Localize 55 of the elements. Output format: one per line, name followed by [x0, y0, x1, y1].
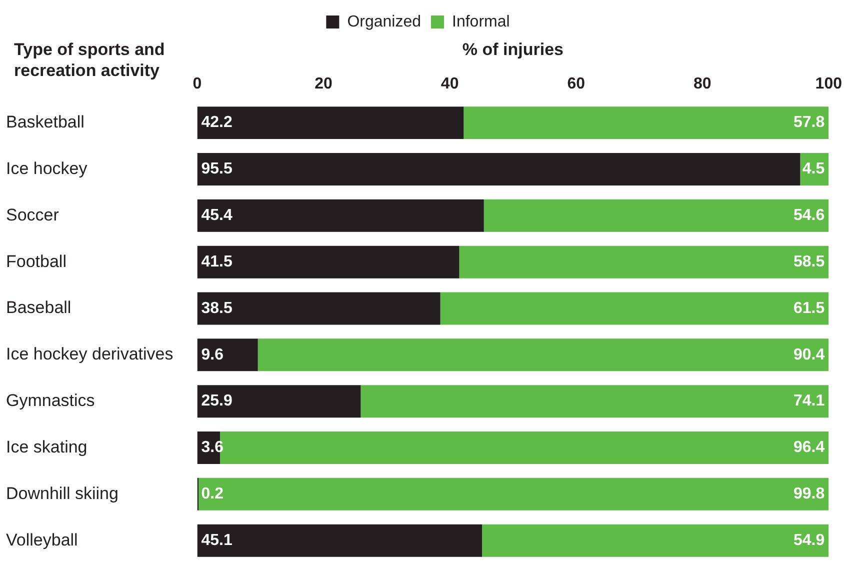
bar: [197, 199, 484, 232]
y-tick-label: Ice hockey: [6, 158, 88, 178]
data-label: 54.6: [794, 207, 825, 224]
data-label: 45.1: [201, 532, 232, 549]
data-label: 41.5: [201, 253, 232, 270]
y-tick-label: Volleyball: [6, 530, 78, 550]
bar: [484, 199, 829, 232]
bar: [198, 478, 829, 510]
x-tick-label: 20: [314, 75, 333, 92]
legend-label: Organized: [347, 13, 422, 30]
bar: [197, 106, 464, 140]
bar: [258, 338, 829, 372]
data-label: 42.2: [201, 114, 232, 132]
bar: [197, 524, 482, 557]
data-label: 0.2: [201, 486, 224, 503]
data-label: 9.6: [201, 346, 224, 364]
data-label: 58.5: [794, 253, 825, 270]
x-tick-label: 40: [440, 75, 459, 92]
y-tick-label: Baseball: [6, 298, 72, 318]
y-tick-label: Football: [6, 252, 66, 271]
bar: [440, 292, 829, 325]
bar: [482, 524, 829, 557]
bar: [197, 338, 258, 372]
data-label: 90.4: [794, 346, 825, 364]
data-label: 61.5: [794, 300, 825, 317]
data-label: 74.1: [794, 392, 825, 410]
y-tick-label: Gymnastics: [6, 391, 95, 410]
x-tick-label: 80: [693, 75, 712, 92]
bar: [197, 246, 460, 278]
data-label: 25.9: [201, 392, 232, 410]
data-label: 4.5: [802, 160, 825, 178]
bar: [197, 152, 800, 186]
bar: [197, 385, 361, 418]
data-label: 54.9: [794, 532, 825, 549]
data-label: 99.8: [794, 486, 825, 503]
bar: [360, 385, 829, 418]
legend-label: Informal: [452, 13, 510, 30]
data-label: 95.5: [201, 160, 232, 178]
y-tick-label: Ice hockey derivatives: [6, 344, 174, 364]
x-tick-label: 60: [567, 75, 586, 92]
bar: [197, 292, 440, 325]
x-tick-label: 0: [192, 75, 202, 92]
data-label: 96.4: [794, 439, 825, 456]
y-tick-label: Basketball: [6, 112, 84, 132]
y-axis-title: Type of sports and recreation activity: [14, 40, 165, 80]
data-label: 45.4: [201, 207, 232, 224]
y-tick-label: Ice skating: [6, 437, 88, 456]
data-label: 38.5: [201, 300, 232, 317]
bar: [464, 106, 829, 140]
bar: [459, 246, 829, 278]
data-label: 57.8: [794, 114, 825, 132]
x-axis-title: % of injuries: [462, 40, 564, 59]
y-tick-label: Downhill skiing: [6, 484, 118, 503]
y-tick-label: Soccer: [6, 205, 60, 224]
x-tick-label: 100: [815, 75, 842, 92]
